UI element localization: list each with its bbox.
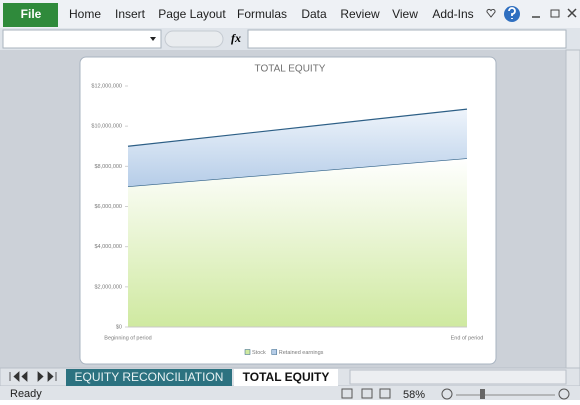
area-edge [127,157,468,188]
legend-swatch [271,349,278,355]
sheet-tab-label[interactable]: EQUITY RECONCILIATION [75,370,224,384]
area [128,158,467,327]
ribbon-tab[interactable]: File [21,7,42,21]
restore-button[interactable] [550,9,560,18]
legend-label: Retained earnings [279,350,324,356]
y-tick-label: $0 [116,324,122,330]
x-tick-label: End of period [451,335,484,341]
area [128,109,467,187]
y-tick-label: $6,000,000 [94,204,122,210]
status-text: Ready [10,388,42,400]
name-box-dropdown[interactable] [150,37,156,41]
close-button[interactable] [567,8,577,18]
page-break-button[interactable] [379,388,391,399]
name-box[interactable] [2,29,162,49]
ribbon-bar [0,0,580,28]
status-bar [0,386,580,400]
vertical-scrollbar[interactable] [565,49,580,369]
horizontal-scrollbar[interactable] [349,369,567,385]
normal-view-button[interactable] [341,388,353,399]
insert-function[interactable]: fx [231,31,241,45]
ribbon-tab[interactable]: View [392,7,418,21]
legend-swatch [244,349,251,355]
ribbon-tab[interactable]: Formulas [237,7,287,21]
ribbon-tab[interactable]: Insert [115,7,146,21]
zoom-thumb[interactable] [480,389,485,399]
formula-input[interactable] [247,29,567,49]
ribbon-tab[interactable]: Home [69,7,101,21]
sheet-tab-active[interactable] [234,369,338,386]
formula-controls [164,30,224,48]
ribbon-tab[interactable]: Page Layout [158,7,226,21]
file-button[interactable] [3,3,58,27]
y-tick-label: $2,000,000 [94,284,122,290]
sheet-nav-buttons[interactable] [9,371,57,382]
area-edge [127,108,468,147]
ribbon-tab[interactable]: Review [340,7,380,21]
y-tick-label: $12,000,000 [91,83,122,89]
ribbon-tab[interactable]: Data [301,7,327,21]
y-tick-label: $10,000,000 [91,124,122,130]
ribbon-tab[interactable]: Add-Ins [432,7,473,21]
legend-label: Stock [252,350,266,356]
y-tick-label: $8,000,000 [94,164,122,170]
help-icon [508,7,516,19]
sheet-tab-label[interactable]: TOTAL EQUITY [243,370,330,384]
y-tick-label: $4,000,000 [94,244,122,250]
ribbon-minimize-icon[interactable] [486,9,496,18]
zoom-out[interactable] [441,388,453,400]
page-layout-button[interactable] [361,388,373,399]
zoom-in[interactable] [558,388,570,400]
x-tick-label: Beginning of period [104,335,151,341]
sheet-tab[interactable] [66,369,232,386]
chart-title: TOTAL EQUITY [255,64,326,75]
zoom-level[interactable]: 58% [403,389,425,401]
